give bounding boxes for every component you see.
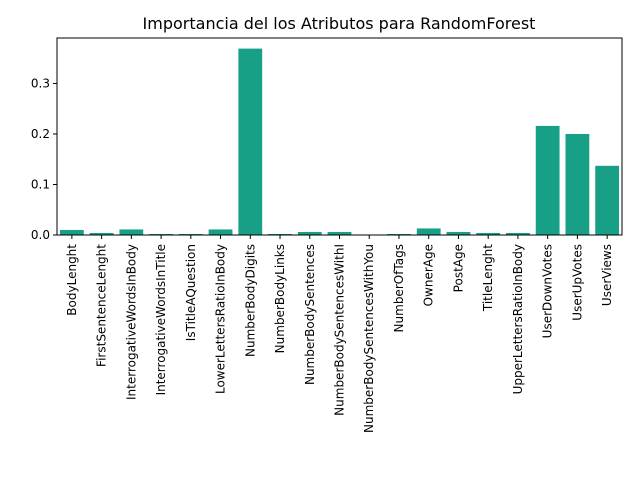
x-tick-label: PostAge: [451, 244, 465, 292]
bar-IsTitleAQuestion: [178, 233, 203, 235]
bar-NumberBodySentencesWithI: [327, 231, 352, 235]
x-tick-label: NumberBodySentencesWithYou: [362, 244, 376, 433]
x-tick-label: UpperLettersRatioInBody: [511, 244, 525, 394]
bar-InterrogativeWordsInTitle: [149, 233, 173, 235]
x-axis: BodyLenght FirstSentenceLenght Interrogati…: [65, 235, 614, 433]
bar-NumberBodyDigits: [238, 48, 263, 235]
x-tick-label: NumberBodyDigits: [243, 244, 257, 357]
bar-FirstSentenceLenght: [89, 232, 114, 235]
bar-UpperLettersRatioInBody: [506, 232, 530, 235]
bar-OwnerAge: [416, 228, 441, 235]
chart-title: Importancia del los Atributos para Rando…: [143, 14, 536, 33]
bar-TitleLenght: [476, 232, 501, 235]
x-tick-label: UserViews: [600, 244, 614, 306]
bar-NumberBodySentences: [297, 231, 322, 235]
y-tick-label: 0.2: [31, 127, 50, 141]
y-tick-label: 0.1: [31, 177, 50, 191]
x-tick-label: BodyLenght: [65, 244, 79, 316]
bars-group: [59, 48, 620, 235]
x-tick-label: OwnerAge: [422, 244, 436, 306]
x-tick-label: InterrogativeWordsInBody: [124, 244, 138, 400]
x-tick-label: NumberBodyLinks: [273, 244, 287, 353]
y-axis: 0.0 0.1 0.2 0.3: [31, 76, 57, 242]
bar-PostAge: [446, 231, 471, 235]
bar-UserUpVotes: [565, 133, 590, 235]
bar-BodyLenght: [59, 229, 84, 235]
y-tick-label: 0.0: [31, 228, 50, 242]
bar-InterrogativeWordsInBody: [119, 229, 144, 235]
bar-NumberBodyLinks: [268, 233, 292, 235]
x-tick-label: LowerLettersRatioInBody: [214, 244, 228, 394]
bar-LowerLettersRatioInBody: [208, 229, 233, 235]
x-tick-label: UserUpVotes: [570, 244, 584, 321]
plot-frame: [56, 37, 623, 236]
x-tick-label: FirstSentenceLenght: [95, 244, 109, 367]
bar-NumberOfTags: [387, 233, 411, 235]
x-tick-label: UserDownVotes: [541, 244, 555, 338]
x-tick-label: IsTitleAQuestion: [184, 244, 198, 341]
x-tick-label: NumberOfTags: [392, 244, 406, 332]
x-tick-label: NumberBodySentencesWithI: [333, 244, 347, 416]
x-tick-label: InterrogativeWordsInTitle: [154, 244, 168, 395]
y-tick-label: 0.3: [31, 76, 50, 90]
x-tick-label: NumberBodySentences: [303, 244, 317, 385]
bar-UserViews: [595, 165, 620, 235]
x-tick-label: TitleLenght: [481, 244, 495, 312]
bar-UserDownVotes: [535, 125, 560, 235]
